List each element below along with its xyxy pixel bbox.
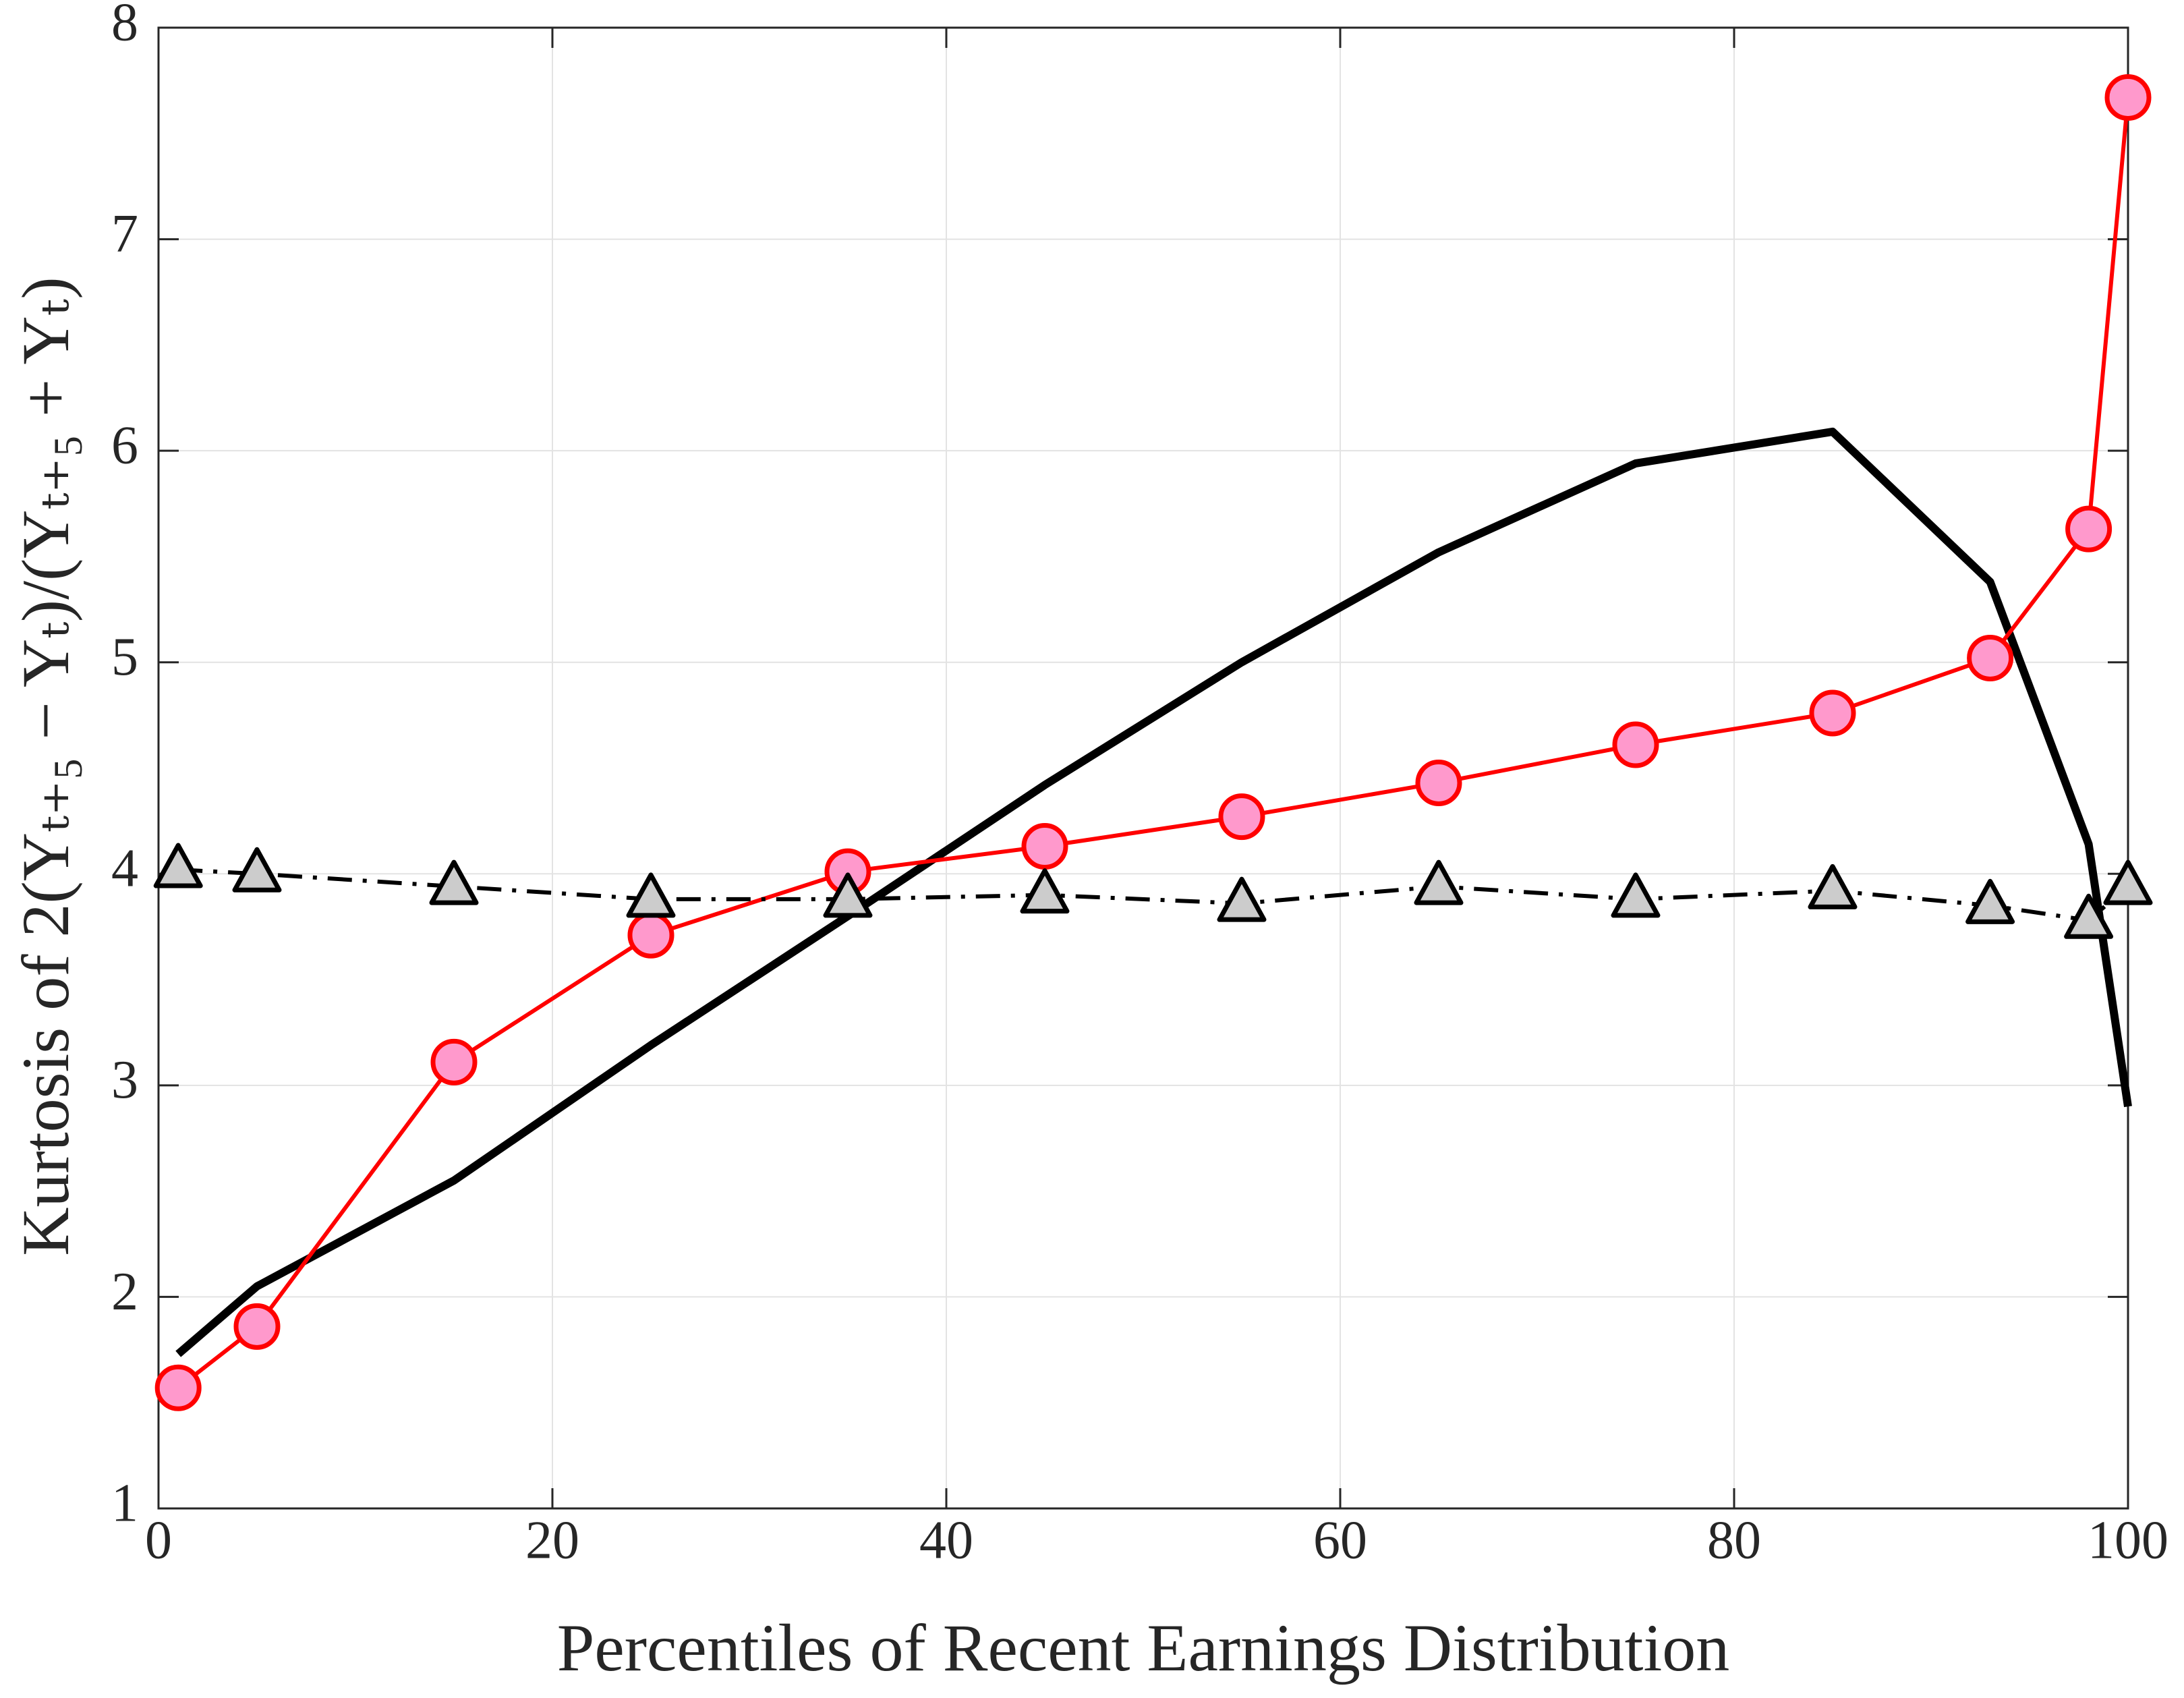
data-point [233, 1303, 281, 1350]
data-point [430, 1038, 478, 1085]
data-point [1611, 872, 1661, 918]
y-tick-label: 7 [111, 204, 138, 264]
series-line [177, 97, 2130, 1390]
data-point [1809, 689, 1856, 737]
x-tick-label: 0 [145, 1510, 172, 1570]
data-point [1415, 759, 1462, 806]
y-tick-label: 4 [111, 839, 138, 899]
y-tick-label: 8 [111, 0, 138, 52]
y-axis-title: Kurtosis of 2(Yₜ₊₅ − Yₜ)/(Yₜ₊₅ + Yₜ) [8, 277, 83, 1255]
data-point [1965, 878, 2015, 924]
data-point [153, 843, 203, 888]
data-point [2065, 505, 2113, 553]
y-tick-label: 1 [111, 1473, 138, 1533]
x-tick-label: 100 [2088, 1510, 2168, 1570]
y-tick-label: 5 [111, 627, 138, 687]
y-tick-label: 3 [111, 1050, 138, 1110]
data-point [2103, 859, 2153, 905]
data-point [1020, 868, 1070, 914]
data-point [1218, 793, 1265, 841]
data-point [1967, 634, 2014, 681]
data-point [2104, 74, 2152, 121]
x-tick-label: 20 [525, 1510, 579, 1570]
data-point [1414, 859, 1464, 905]
x-tick-label: 40 [919, 1510, 973, 1570]
data-point [232, 847, 282, 893]
y-tick-label: 6 [111, 416, 138, 476]
y-tick-label: 2 [111, 1262, 138, 1322]
plot-area [158, 27, 2129, 1509]
data-point [1021, 823, 1068, 870]
x-tick-label: 60 [1313, 1510, 1367, 1570]
data-point [627, 911, 674, 959]
data-point [626, 872, 676, 918]
x-axis-title: Percentiles of Recent Earnings Distribut… [557, 1610, 1729, 1685]
series-line [175, 427, 2132, 1357]
data-point [1217, 876, 1267, 922]
x-tick-label: 80 [1707, 1510, 1761, 1570]
data-point [1808, 864, 1858, 909]
data-point [2064, 893, 2114, 939]
data-point [154, 1364, 202, 1411]
data-point [823, 872, 873, 918]
data-point [1612, 721, 1659, 768]
data-point [429, 859, 479, 905]
plot-frame [157, 26, 2129, 1510]
